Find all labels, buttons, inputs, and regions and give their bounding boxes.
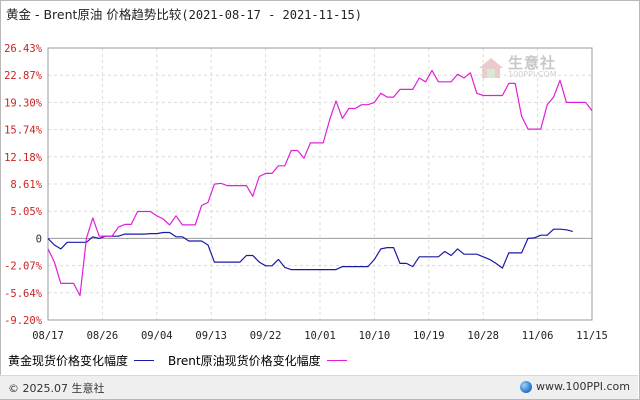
y-tick-label: 26.43% [4, 43, 43, 55]
legend-gold-swatch [134, 360, 155, 361]
watermark: 生意社 100PPI.COM [478, 56, 557, 79]
brent-series-line [47, 69, 593, 297]
chart-title-range: (2021-08-17 - 2021-11-15) [181, 8, 363, 22]
x-tick-label: 08/26 [87, 330, 119, 342]
globe-icon [520, 380, 533, 393]
y-tick-label: -9.20% [4, 315, 43, 327]
house-logo-icon [479, 57, 503, 78]
chart-title-main: 黄金 - Brent原油 价格趋势比较 [6, 7, 182, 22]
legend-gold-label: 黄金现货价格变化幅度 [8, 354, 129, 368]
watermark-brand: 生意社 [508, 54, 557, 72]
x-tick-label: 08/17 [32, 330, 64, 342]
y-tick-label: -5.64% [4, 288, 43, 300]
footer: © 2025.07 生意社 www.100PPI.com [0, 375, 638, 399]
footer-copyright: © 2025.07 生意社 [8, 382, 105, 395]
x-tick-label: 11/06 [522, 330, 554, 342]
x-tick-label: 09/13 [195, 330, 227, 342]
y-tick-label: 15.74% [4, 125, 43, 137]
y-tick-label: 0 [36, 233, 42, 245]
footer-site-text: www.100PPI.com [536, 380, 630, 393]
footer-site-link[interactable]: www.100PPI.com [520, 380, 630, 393]
watermark-url: 100PPI.COM [508, 70, 557, 79]
x-tick-label: 10/01 [304, 330, 336, 342]
y-axis-ticks: 26.43% 22.87% 19.30% 15.74% 12.18% 8.61% 5.05%… [4, 43, 43, 327]
grid [48, 47, 592, 321]
x-tick-label: 09/04 [141, 330, 173, 342]
y-tick-label: 22.87% [4, 70, 43, 82]
legend: 黄金现货价格变化幅度 Brent原油现货价格变化幅度 [8, 352, 361, 369]
legend-brent-label: Brent原油现货价格变化幅度 [168, 354, 321, 368]
y-tick-label: 12.18% [4, 152, 43, 164]
x-tick-label: 11/15 [576, 330, 608, 342]
x-tick-label: 10/10 [359, 330, 391, 342]
y-tick-label: 8.61% [10, 179, 42, 191]
x-tick-label: 10/19 [413, 330, 445, 342]
axes [47, 47, 593, 321]
gold-series-line [47, 228, 573, 271]
chart-title: 黄金 - Brent原油 价格趋势比较(2021-08-17 - 2021-11… [6, 4, 362, 23]
series-lines [47, 69, 593, 297]
x-tick-label: 09/22 [250, 330, 282, 342]
y-tick-label: 5.05% [10, 206, 42, 218]
y-tick-label: -2.07% [4, 261, 43, 273]
x-tick-label: 10/28 [467, 330, 499, 342]
x-axis-ticks: 08/17 08/26 09/04 09/13 09/22 10/01 10/10 10/19… [32, 330, 608, 342]
y-tick-label: 19.30% [4, 97, 43, 109]
legend-brent-swatch [326, 360, 347, 361]
plot-border [47, 47, 593, 321]
